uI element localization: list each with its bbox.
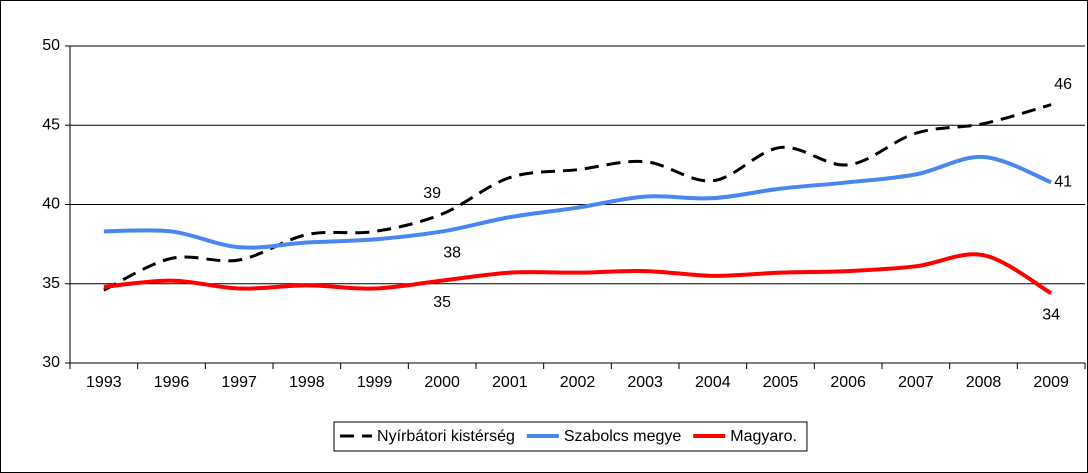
data-label: 39: [423, 185, 441, 202]
x-tick-label: 2005: [763, 374, 799, 391]
x-tick-label: 2001: [492, 374, 528, 391]
data-label: 41: [1054, 174, 1072, 191]
data-label: 34: [1042, 306, 1060, 323]
x-tick-label: 2000: [424, 374, 460, 391]
legend-box: [333, 421, 808, 452]
x-tick-label: 2002: [560, 374, 596, 391]
legend-label: Szabolcs megye: [564, 428, 681, 445]
x-tick-label: 1998: [289, 374, 325, 391]
y-tick-label: 30: [42, 354, 60, 371]
x-tick-label: 1997: [221, 374, 257, 391]
y-tick-label: 40: [42, 196, 60, 213]
legend-item: Szabolcs megye: [526, 428, 681, 445]
y-tick-label: 35: [42, 275, 60, 292]
legend-label: Nyírbátori kistérség: [377, 428, 515, 445]
data-label: 38: [443, 245, 461, 262]
y-tick-label: 50: [42, 37, 60, 54]
series-line: [103, 252, 1053, 296]
data-label: 46: [1054, 76, 1072, 93]
legend-item: Magyaro.: [693, 428, 797, 445]
x-tick-label: 2008: [966, 374, 1002, 391]
x-tick-label: 2004: [695, 374, 731, 391]
x-tick-label: 1999: [357, 374, 393, 391]
x-tick-label: 2006: [830, 374, 866, 391]
legend-item: Nyírbátori kistérség: [340, 428, 515, 445]
x-tick-label: 2003: [627, 374, 663, 391]
series-line: [103, 103, 1052, 292]
y-tick-label: 45: [42, 116, 60, 133]
x-tick-label: 1996: [154, 374, 190, 391]
x-tick-label: 2009: [1033, 374, 1069, 391]
x-tick-label: 1993: [86, 374, 122, 391]
series-line: [103, 154, 1052, 250]
data-label: 35: [433, 294, 451, 311]
legend-label: Magyaro.: [730, 428, 797, 445]
x-tick-label: 2007: [898, 374, 934, 391]
